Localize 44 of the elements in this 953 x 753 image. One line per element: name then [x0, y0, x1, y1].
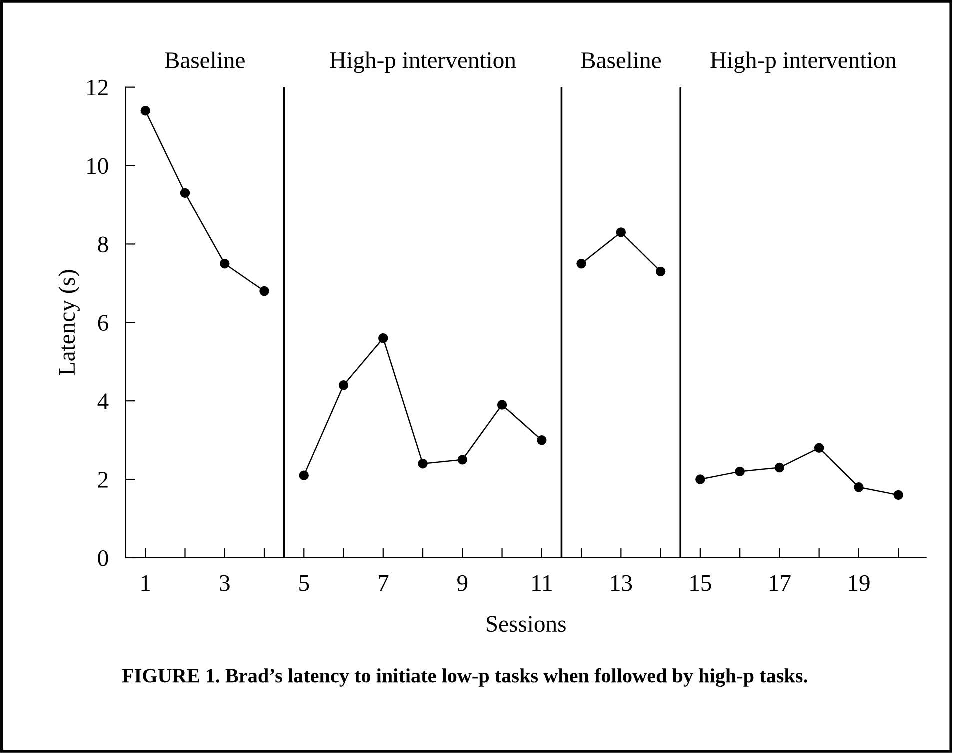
x-tick-label: 1 [142, 575, 150, 592]
point [696, 474, 706, 484]
point [220, 258, 230, 269]
y-tick-label: 10 [88, 158, 108, 174]
text: High-p intervention [330, 52, 516, 74]
x-tick-label: 3 [220, 575, 230, 592]
point [378, 333, 388, 344]
point [180, 188, 190, 198]
x-tick-label: 15 [690, 575, 712, 592]
y-tick-label: 4 [98, 394, 109, 410]
point [774, 462, 785, 473]
x-tick-label: 13 [611, 575, 632, 592]
text: Baseline [581, 52, 661, 68]
point [656, 266, 666, 277]
point [140, 106, 150, 116]
x-tick-label: 7 [379, 576, 389, 592]
y-tick-label: 12 [88, 80, 108, 96]
text: FIGURE 1. Brad’s latency to initiate low-p tasks when followed by high-p tasks. [122, 668, 808, 688]
point [814, 443, 824, 454]
point [260, 286, 270, 296]
point [576, 258, 586, 269]
point [854, 482, 864, 492]
point [418, 458, 428, 469]
x-tick-label: 11 [532, 575, 552, 592]
point [299, 470, 309, 480]
point [338, 380, 349, 390]
text: High-p intervention [710, 52, 897, 74]
x-axis-title: Sessions [486, 616, 566, 632]
point [497, 400, 508, 410]
y-tick-label: 6 [98, 315, 108, 332]
x-tick-label: 19 [849, 575, 870, 592]
text: Baseline [165, 52, 245, 68]
y-axis-title: Latency (s) [58, 270, 80, 376]
x-tick-label: 9 [458, 575, 468, 592]
point [735, 466, 745, 477]
x-tick-label: 17 [770, 575, 791, 592]
point [894, 490, 904, 500]
y-tick-label: 8 [98, 236, 108, 253]
y-tick-label: 0 [98, 550, 108, 566]
point [616, 228, 626, 238]
point [458, 455, 468, 465]
y-tick-label: 2 [98, 472, 108, 488]
x-tick-label: 5 [300, 576, 310, 592]
point [537, 435, 547, 446]
